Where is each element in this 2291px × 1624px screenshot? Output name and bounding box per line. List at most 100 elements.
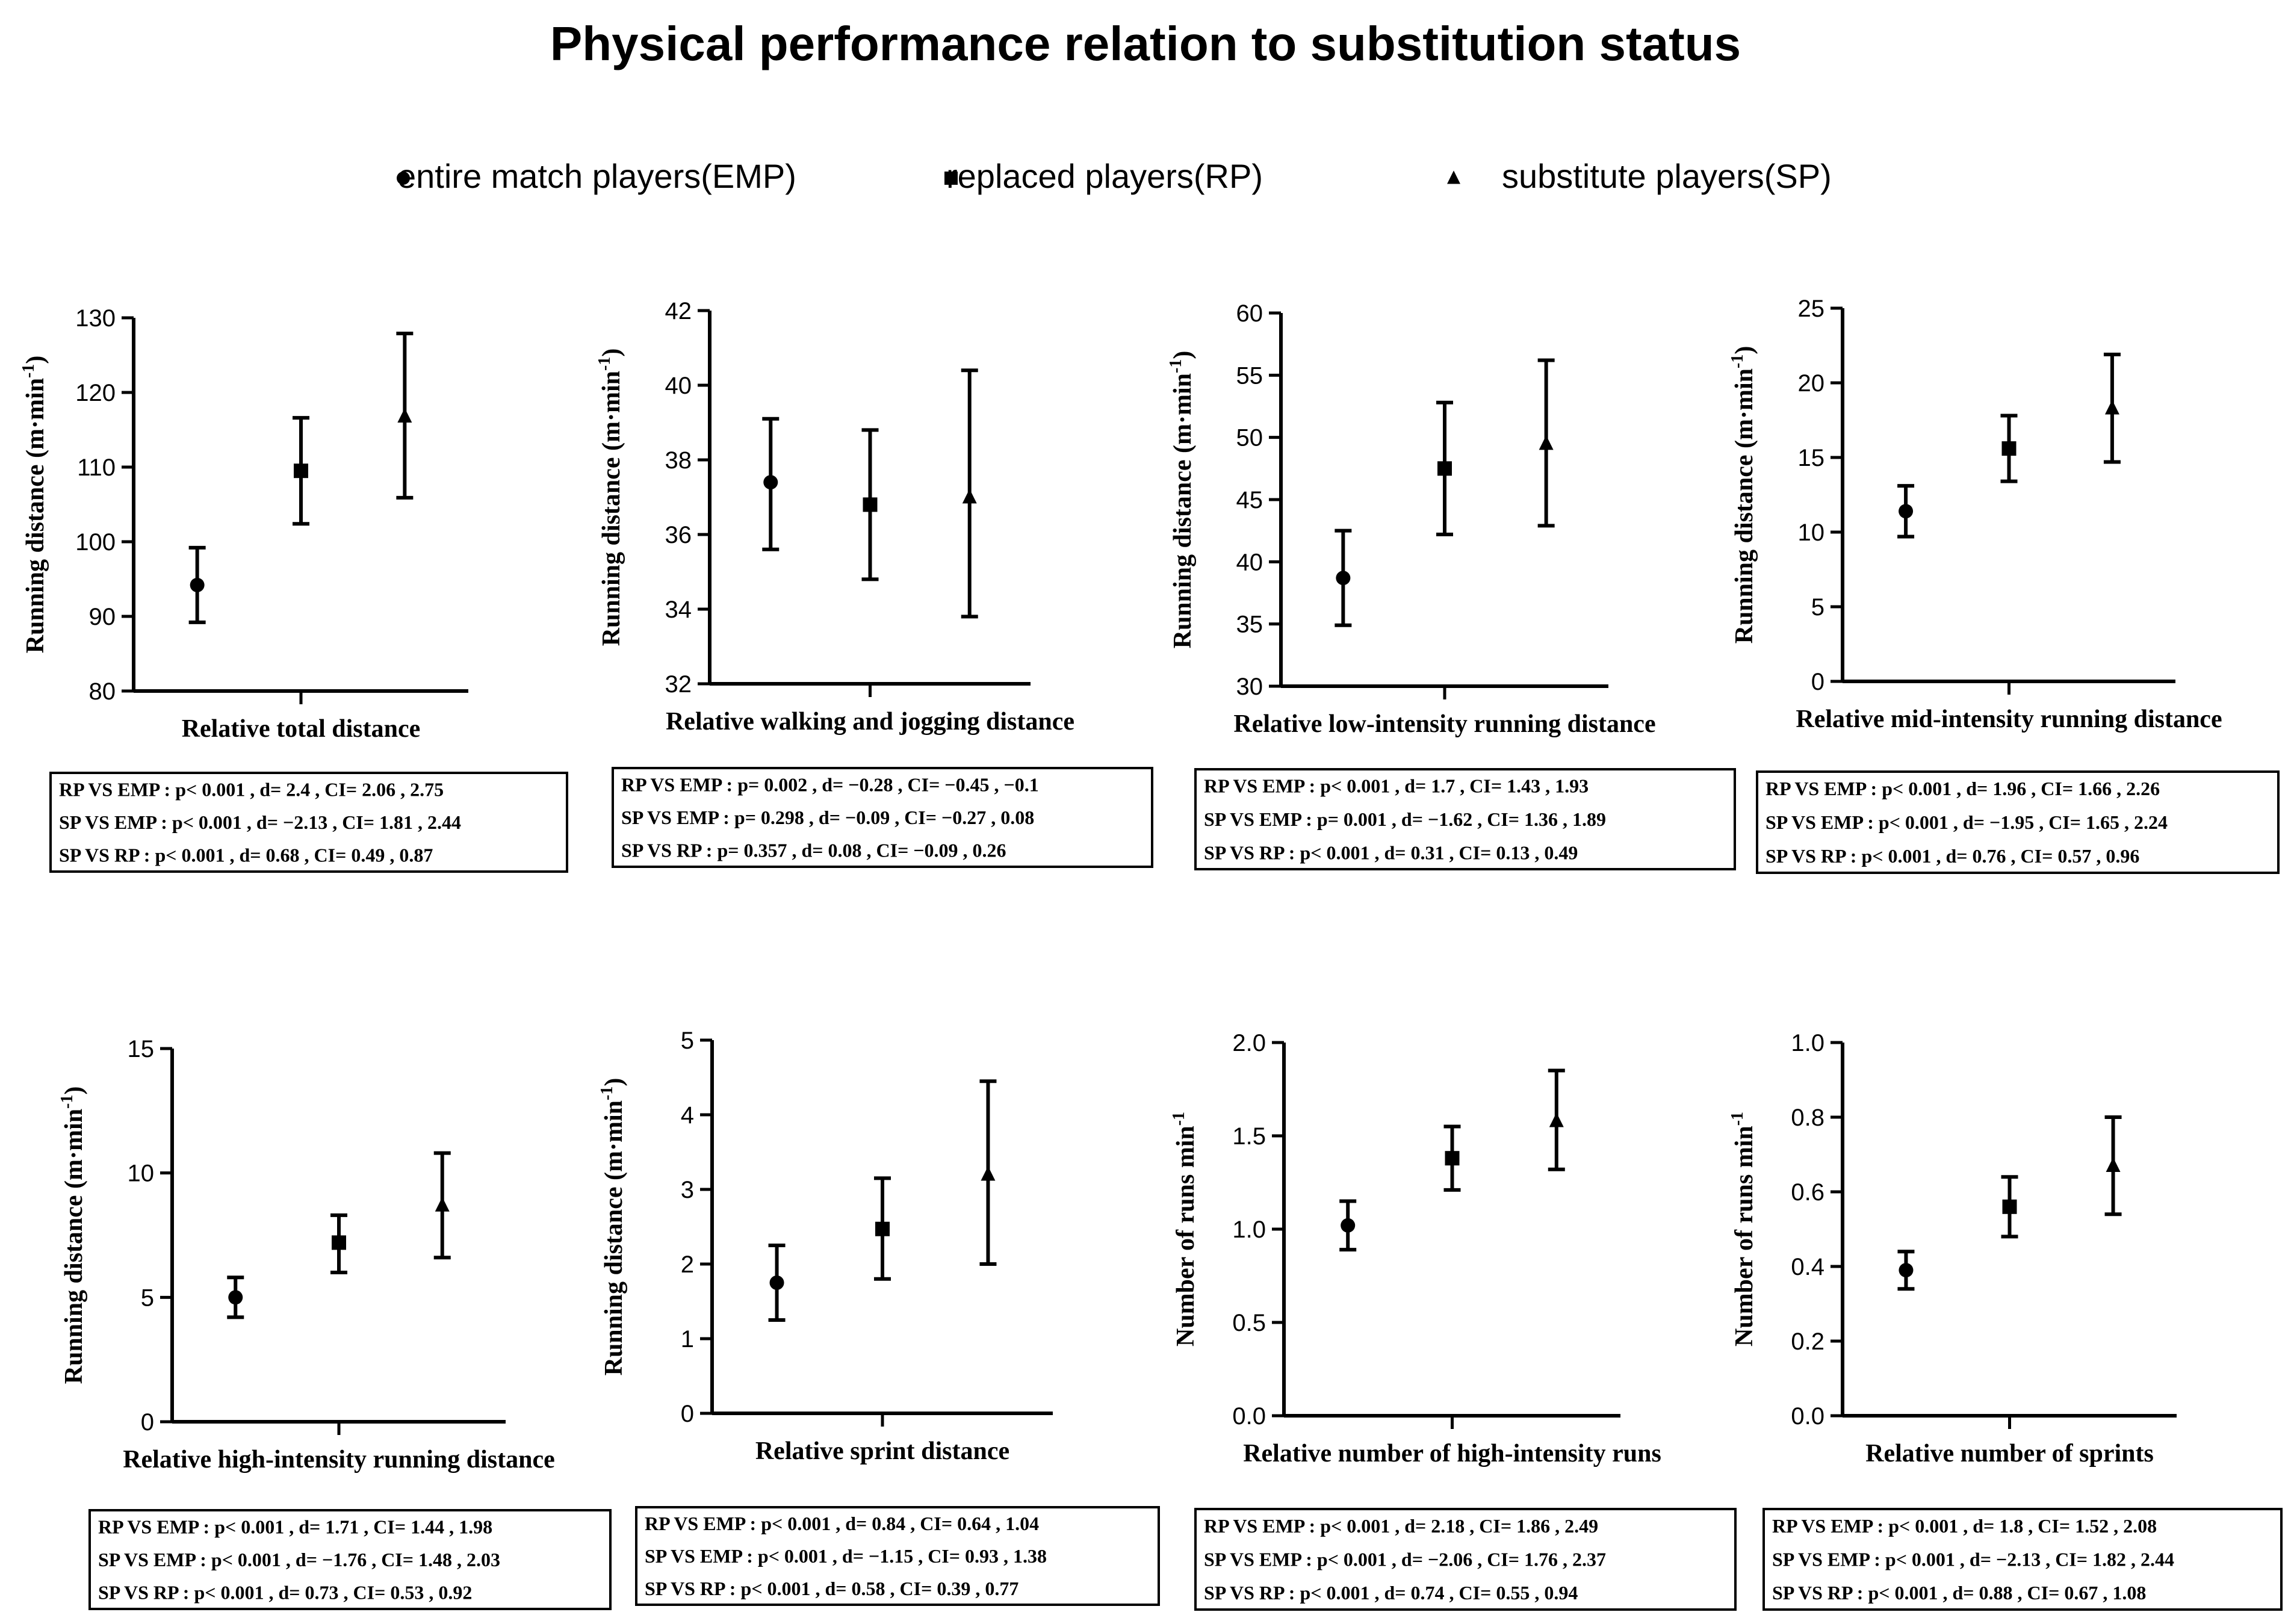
data-point-square	[2000, 414, 2018, 483]
y-axis-label-exponent: -1	[598, 1086, 616, 1100]
data-point-triangle	[396, 332, 414, 500]
data-point-square	[330, 1213, 347, 1274]
y-axis-label-exponent: -1	[1728, 1112, 1747, 1126]
y-tick-label: 38	[665, 447, 692, 474]
stats-line: RP VS EMP : p< 0.001 , d= 2.18 , CI= 1.8…	[1204, 1515, 1598, 1537]
x-axis-label: Relative total distance	[182, 715, 421, 743]
mean-marker-triangle	[981, 1166, 996, 1181]
stats-line: SP VS EMP : p< 0.001 , d= −1.95 , CI= 1.…	[1766, 811, 2168, 833]
data-point-triangle	[2104, 1115, 2122, 1216]
x-axis-label: Relative number of high-intensity runs	[1243, 1440, 1661, 1467]
figure-title: Physical performance relation to substit…	[550, 17, 1741, 70]
y-tick-label: 45	[1236, 487, 1263, 513]
y-axis-label-main: Running distance (m·min	[600, 1100, 628, 1375]
y-tick-label: 2	[681, 1251, 694, 1278]
mean-marker-triangle	[2106, 1157, 2121, 1172]
data-point-circle	[1897, 484, 1915, 539]
y-tick-label: 20	[1798, 370, 1825, 397]
stats-box: RP VS EMP : p< 0.001 , d= 0.84 , CI= 0.6…	[635, 1506, 1160, 1606]
y-tick-label: 0.0	[1791, 1403, 1824, 1430]
stats-box: RP VS EMP : p< 0.001 , d= 1.8 , CI= 1.52…	[1762, 1508, 2283, 1611]
y-tick-label: 1.5	[1232, 1123, 1266, 1150]
legend-label: substitute players(SP)	[1502, 157, 1832, 195]
mean-marker-square	[875, 1221, 890, 1236]
y-axis-label-close: )	[600, 1078, 628, 1086]
stats-line: RP VS EMP : p< 0.001 , d= 1.8 , CI= 1.52…	[1772, 1515, 2157, 1537]
stats-box-border	[1762, 1508, 2283, 1611]
legend-label: replaced players(RP)	[946, 157, 1263, 195]
y-tick-label: 1	[681, 1326, 694, 1353]
y-axis-label-close: )	[598, 349, 625, 357]
y-tick-label: 40	[1236, 549, 1263, 575]
data-point-circle	[1339, 1199, 1357, 1252]
y-axis-label-main: Running distance (m·min	[1731, 368, 1758, 643]
y-axis-label-main: Running distance (m·min	[60, 1109, 88, 1384]
stats-line: SP VS RP : p< 0.001 , d= 0.58 , CI= 0.39…	[645, 1578, 1018, 1599]
y-axis-label-close: )	[1731, 346, 1758, 355]
mean-marker-triangle	[1539, 435, 1554, 450]
data-point-triangle	[433, 1151, 451, 1260]
x-axis-label: Relative high-intensity running distance	[123, 1446, 555, 1474]
x-axis-label: Relative low-intensity running distance	[1233, 710, 1655, 738]
stats-box: RP VS EMP : p< 0.001 , d= 1.7 , CI= 1.43…	[1194, 768, 1736, 870]
y-axis-label: Running distance (m·min-1)	[598, 1078, 628, 1376]
stats-box-border	[635, 1506, 1160, 1606]
stats-line: SP VS RP : p= 0.357 , d= 0.08 , CI= −0.0…	[621, 840, 1006, 861]
stats-box-border	[1194, 768, 1736, 870]
y-tick-label: 0.0	[1232, 1403, 1266, 1430]
mean-marker-circle	[763, 475, 778, 490]
mean-marker-triangle	[435, 1197, 450, 1212]
stats-box: RP VS EMP : p< 0.001 , d= 2.18 , CI= 1.8…	[1194, 1508, 1737, 1611]
stats-box-border	[612, 767, 1153, 868]
stats-line: RP VS EMP : p< 0.001 , d= 2.4 , CI= 2.06…	[59, 778, 444, 800]
stats-box-border	[1756, 770, 2280, 874]
stats-line: SP VS EMP : p< 0.001 , d= −1.15 , CI= 0.…	[645, 1545, 1047, 1567]
y-axis-label-main: Running distance (m·min	[598, 371, 625, 646]
stats-line: SP VS RP : p< 0.001 , d= 0.76 , CI= 0.57…	[1766, 845, 2139, 867]
x-axis-label: Relative mid-intensity running distance	[1796, 705, 2222, 733]
y-tick-label: 4	[681, 1102, 694, 1129]
mean-marker-circle	[1341, 1218, 1356, 1233]
stats-line: SP VS EMP : p= 0.001 , d= −1.62 , CI= 1.…	[1204, 808, 1606, 830]
y-tick-label: 3	[681, 1177, 694, 1203]
chart-panel-4: 0 5 10 15 20 25 Relative mid-intensity running…	[1728, 296, 2280, 874]
chart-panel-7: 0.0 0.5 1.0 1.5 2.0 Relative number of high-i…	[1170, 1030, 1737, 1611]
y-tick-label: 42	[665, 298, 692, 324]
y-tick-label: 10	[128, 1161, 155, 1187]
stats-line: SP VS EMP : p< 0.001 , d= −1.76 , CI= 1.…	[98, 1549, 500, 1570]
data-point-square	[293, 416, 309, 526]
y-axis-label: Running distance (m·min-1)	[1728, 346, 1758, 644]
data-point-square	[1443, 1124, 1461, 1192]
y-axis-label: Number of runs min-1	[1170, 1112, 1200, 1347]
y-tick-label: 0.5	[1232, 1310, 1266, 1336]
data-point-circle	[762, 417, 780, 551]
mean-marker-square	[1445, 1151, 1460, 1166]
y-tick-label: 100	[75, 529, 116, 556]
y-tick-label: 50	[1236, 425, 1263, 451]
y-axis-label-exponent: -1	[1170, 1112, 1188, 1126]
y-tick-label: 5	[1811, 594, 1824, 621]
mean-marker-circle	[1899, 504, 1914, 519]
y-tick-label: 1.0	[1232, 1216, 1266, 1243]
stats-box-border	[88, 1509, 612, 1610]
mean-marker-triangle	[962, 489, 977, 504]
y-axis-label-close: )	[22, 356, 49, 364]
legend: entire match players(EMP) replaced player…	[397, 157, 1832, 195]
stats-box: RP VS EMP : p= 0.002 , d= −0.28 , CI= −0…	[612, 767, 1153, 868]
y-tick-label: 15	[1798, 445, 1825, 471]
y-axis-label-exponent: -1	[58, 1095, 76, 1109]
mean-marker-triangle	[397, 408, 412, 423]
y-tick-label: 0	[1811, 669, 1824, 695]
x-axis-label: Relative sprint distance	[755, 1437, 1009, 1465]
chart-panel-3: 30 35 40 45 50 55 60 Relative low-intensity run…	[1167, 300, 1736, 870]
y-tick-label: 0.8	[1791, 1105, 1824, 1131]
y-axis-label-exponent: -1	[595, 357, 614, 371]
data-point-circle	[1897, 1250, 1915, 1291]
stats-line: RP VS EMP : p< 0.001 , d= 1.96 , CI= 1.6…	[1766, 778, 2160, 799]
legend-triangle-icon	[1447, 170, 1460, 184]
mean-marker-square	[2002, 1199, 2017, 1214]
x-axis-label: Relative walking and jogging distance	[666, 708, 1074, 736]
mean-marker-circle	[1336, 571, 1351, 586]
y-tick-label: 55	[1236, 362, 1263, 389]
